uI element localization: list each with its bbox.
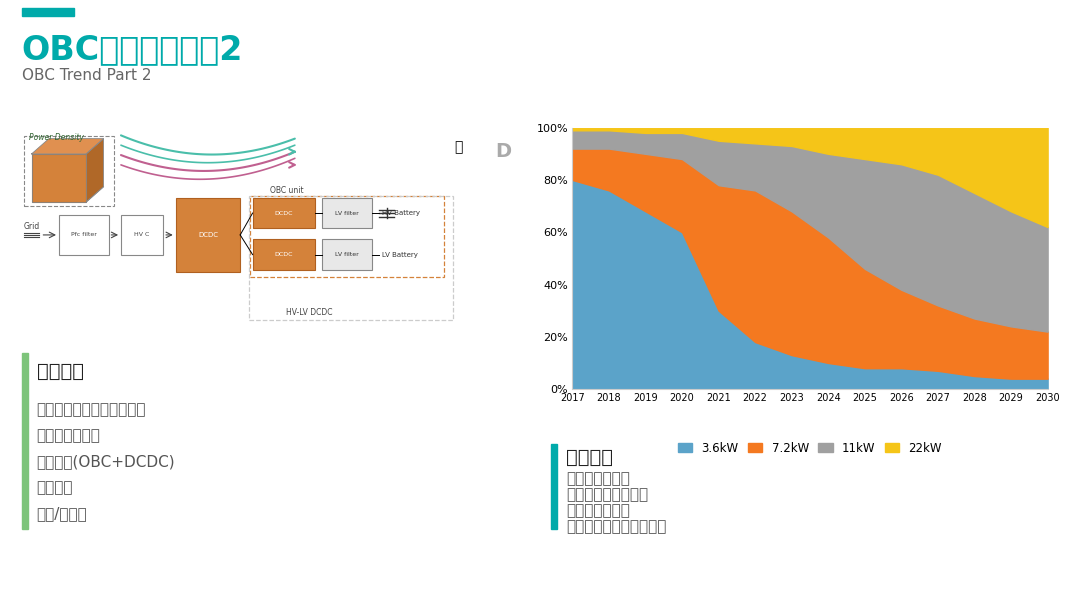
Text: 电池容量变大了: 电池容量变大了: [566, 471, 630, 486]
Text: Power Density: Power Density: [29, 133, 84, 142]
Text: DCDC: DCDC: [274, 210, 293, 216]
Bar: [58, 215, 108, 255]
Text: LV filter: LV filter: [335, 252, 359, 257]
Bar: [22, 8, 75, 16]
Text: 驱动要素: 驱动要素: [566, 448, 613, 467]
Text: Grid: Grid: [24, 223, 40, 231]
Text: LV filter: LV filter: [335, 210, 359, 216]
Circle shape: [433, 125, 485, 170]
Bar: [253, 240, 314, 270]
Text: 高功率密度: 高功率密度: [37, 95, 95, 114]
Legend: 3.6kW, 7.2kW, 11kW, 22kW: 3.6kW, 7.2kW, 11kW, 22kW: [673, 437, 947, 459]
Bar: [176, 198, 240, 272]
Text: HV-LV DCDC: HV-LV DCDC: [286, 308, 333, 317]
Text: OBC几个主要趋势2: OBC几个主要趋势2: [22, 33, 243, 66]
Text: 交流充电功率: 交流充电功率: [566, 95, 636, 114]
Text: 更长的续航里程需求: 更长的续航里程需求: [566, 487, 648, 502]
Text: 汽车电子设计: 汽车电子设计: [988, 66, 1015, 75]
Polygon shape: [86, 139, 104, 202]
Bar: [22, 353, 28, 529]
Text: OBC Trend Part 2: OBC Trend Part 2: [22, 67, 151, 83]
Polygon shape: [31, 139, 104, 154]
Text: OBC unit: OBC unit: [270, 186, 303, 195]
Text: 🐷: 🐷: [455, 140, 463, 154]
Text: HV C: HV C: [134, 232, 149, 238]
Bar: [322, 198, 372, 229]
Text: HV Battery: HV Battery: [382, 210, 420, 216]
Text: 更高的纯电动汽车采用率: 更高的纯电动汽车采用率: [566, 520, 666, 534]
Text: LV Battery: LV Battery: [382, 252, 418, 258]
Text: 更短的充电时间: 更短的充电时间: [566, 503, 630, 519]
Text: 成本/模块化: 成本/模块化: [37, 506, 87, 522]
FancyBboxPatch shape: [31, 154, 86, 202]
Text: 更高的功率水平: 更高的功率水平: [37, 428, 100, 443]
Text: D: D: [495, 142, 511, 161]
Text: 集成概念(OBC+DCDC): 集成概念(OBC+DCDC): [37, 454, 175, 469]
Text: Pfc filter: Pfc filter: [71, 232, 96, 238]
Bar: [253, 198, 314, 229]
Bar: [322, 240, 372, 270]
Bar: [551, 444, 557, 529]
Text: 驱动要素: 驱动要素: [37, 362, 83, 381]
Text: 电气化动力总成的空间更小: 电气化动力总成的空间更小: [37, 402, 146, 417]
Text: DCDC: DCDC: [198, 232, 218, 238]
Text: DCDC: DCDC: [274, 252, 293, 257]
Bar: [121, 215, 163, 255]
Text: 重量优化: 重量优化: [37, 480, 73, 496]
